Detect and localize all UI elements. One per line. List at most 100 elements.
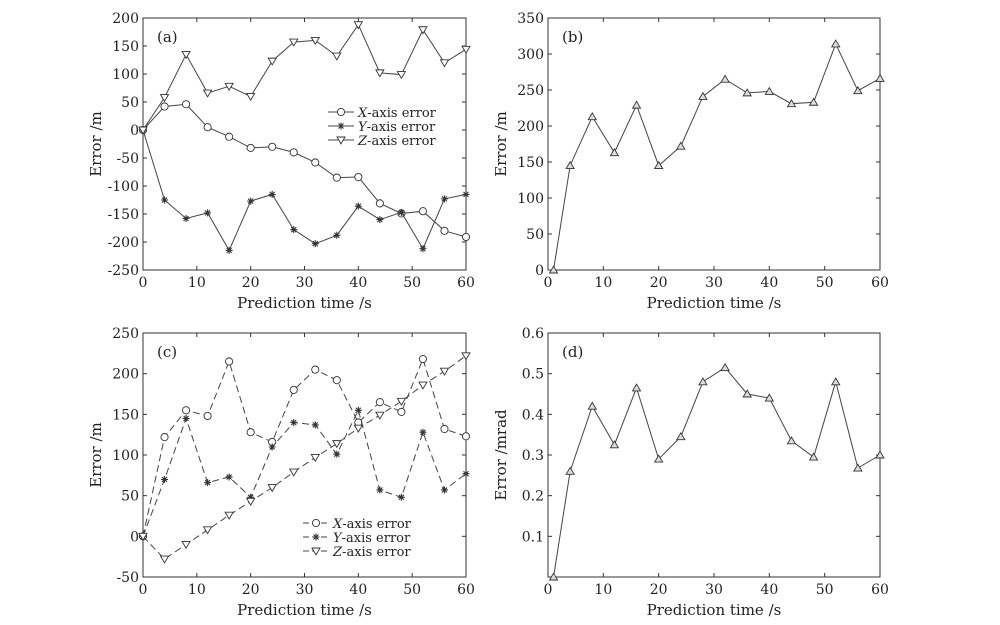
x-axis-label: Prediction time /s (647, 294, 782, 312)
data-point (396, 71, 407, 80)
data-point (268, 142, 277, 151)
y-tick-label: 250 (112, 326, 139, 342)
panel-label: (b) (562, 28, 583, 46)
data-point (354, 202, 362, 210)
x-tick-label: 60 (871, 275, 889, 291)
panel-label: (c) (157, 343, 177, 361)
y-axis-label: Error /mrad (492, 409, 510, 501)
series-z (138, 352, 471, 564)
legend-axis: X (357, 106, 368, 121)
legend-marker (336, 107, 346, 117)
data-point (245, 92, 256, 102)
data-point (375, 411, 385, 420)
data-point (247, 493, 255, 501)
legend-suffix: -axis error (342, 517, 411, 532)
data-point (742, 88, 752, 97)
data-point (182, 414, 190, 422)
data-point (182, 214, 190, 222)
y-tick-label: 0.2 (522, 489, 544, 505)
data-point (565, 160, 575, 170)
y-axis-label: Error /m (87, 111, 105, 177)
data-point (418, 354, 427, 364)
data-point (461, 432, 471, 441)
y-tick-label: 100 (112, 67, 139, 83)
data-point (631, 100, 642, 109)
data-point (138, 126, 148, 135)
data-point (419, 428, 427, 436)
y-tick-label: 0.4 (522, 407, 544, 423)
series-line (142, 408, 467, 537)
data-point (853, 86, 863, 95)
data-point (353, 21, 364, 30)
x-axis-label: Prediction time /s (647, 601, 782, 619)
data-point (311, 240, 319, 248)
y-tick-label: 0.3 (522, 448, 544, 464)
data-point (203, 411, 212, 421)
x-tick-label: 50 (816, 582, 834, 598)
data-point (289, 148, 298, 157)
data-point (225, 132, 234, 141)
x-axis-label: Prediction time /s (237, 601, 372, 619)
y-tick-label: -200 (108, 235, 139, 251)
data-point (742, 389, 752, 398)
x-tick-label: 40 (760, 275, 778, 291)
legend-axis: Z (357, 134, 368, 149)
y-tick-label: 0.6 (522, 326, 544, 342)
plot-frame (547, 332, 881, 578)
x-tick-label: 20 (242, 275, 260, 291)
data-point (419, 245, 427, 253)
plot-frame (547, 17, 881, 271)
data-point (461, 232, 471, 242)
legend-marker (336, 136, 346, 145)
data-point (396, 397, 407, 407)
x-tick-label: 60 (457, 582, 475, 598)
subplot-c: 0 10 20 30 40 50 60-50050100150200250Predictio… (87, 326, 475, 619)
series-line (142, 355, 467, 560)
data-point (397, 493, 405, 501)
legend-marker (337, 122, 345, 130)
legend-entry: Y-axis error (333, 531, 411, 546)
x-tick-label: 40 (349, 582, 367, 598)
x-tick-label: 20 (242, 582, 260, 598)
y-tick-label: -100 (108, 179, 139, 195)
legend-entry: X-axis error (332, 517, 412, 532)
y-axis-label: Error /m (87, 422, 105, 488)
legend-suffix: -axis error (342, 531, 411, 546)
x-axis-label: Prediction time /s (237, 294, 372, 312)
legend-suffix: -axis error (367, 120, 436, 135)
y-tick-label: -50 (116, 151, 139, 167)
data-point (161, 475, 169, 483)
x-tick-label: 10 (594, 275, 612, 291)
data-point (181, 541, 191, 550)
data-point (333, 450, 341, 458)
y-tick-label: 50 (526, 227, 544, 243)
data-point (375, 69, 385, 78)
y-tick-label: 0 (535, 263, 544, 279)
data-point (160, 433, 169, 442)
data-point (653, 454, 664, 463)
x-tick-label: 30 (296, 275, 314, 291)
data-point (247, 197, 255, 205)
data-point (290, 226, 298, 234)
data-point (182, 406, 191, 415)
data-point (225, 246, 233, 254)
data-point (375, 398, 384, 407)
x-tick-label: 0 (139, 582, 148, 598)
data-point (720, 362, 730, 372)
data-point (698, 91, 708, 100)
data-point (202, 526, 213, 535)
x-tick-label: 20 (650, 582, 668, 598)
legend-suffix: -axis error (367, 134, 436, 149)
data-point (720, 74, 730, 83)
data-point (310, 36, 321, 46)
data-point (333, 231, 341, 239)
x-tick-label: 10 (594, 582, 612, 598)
data-point (609, 147, 620, 157)
data-point (311, 158, 320, 167)
data-point (375, 199, 384, 208)
data-point (764, 393, 775, 402)
x-tick-label: 0 (544, 582, 553, 598)
data-point (268, 190, 276, 198)
